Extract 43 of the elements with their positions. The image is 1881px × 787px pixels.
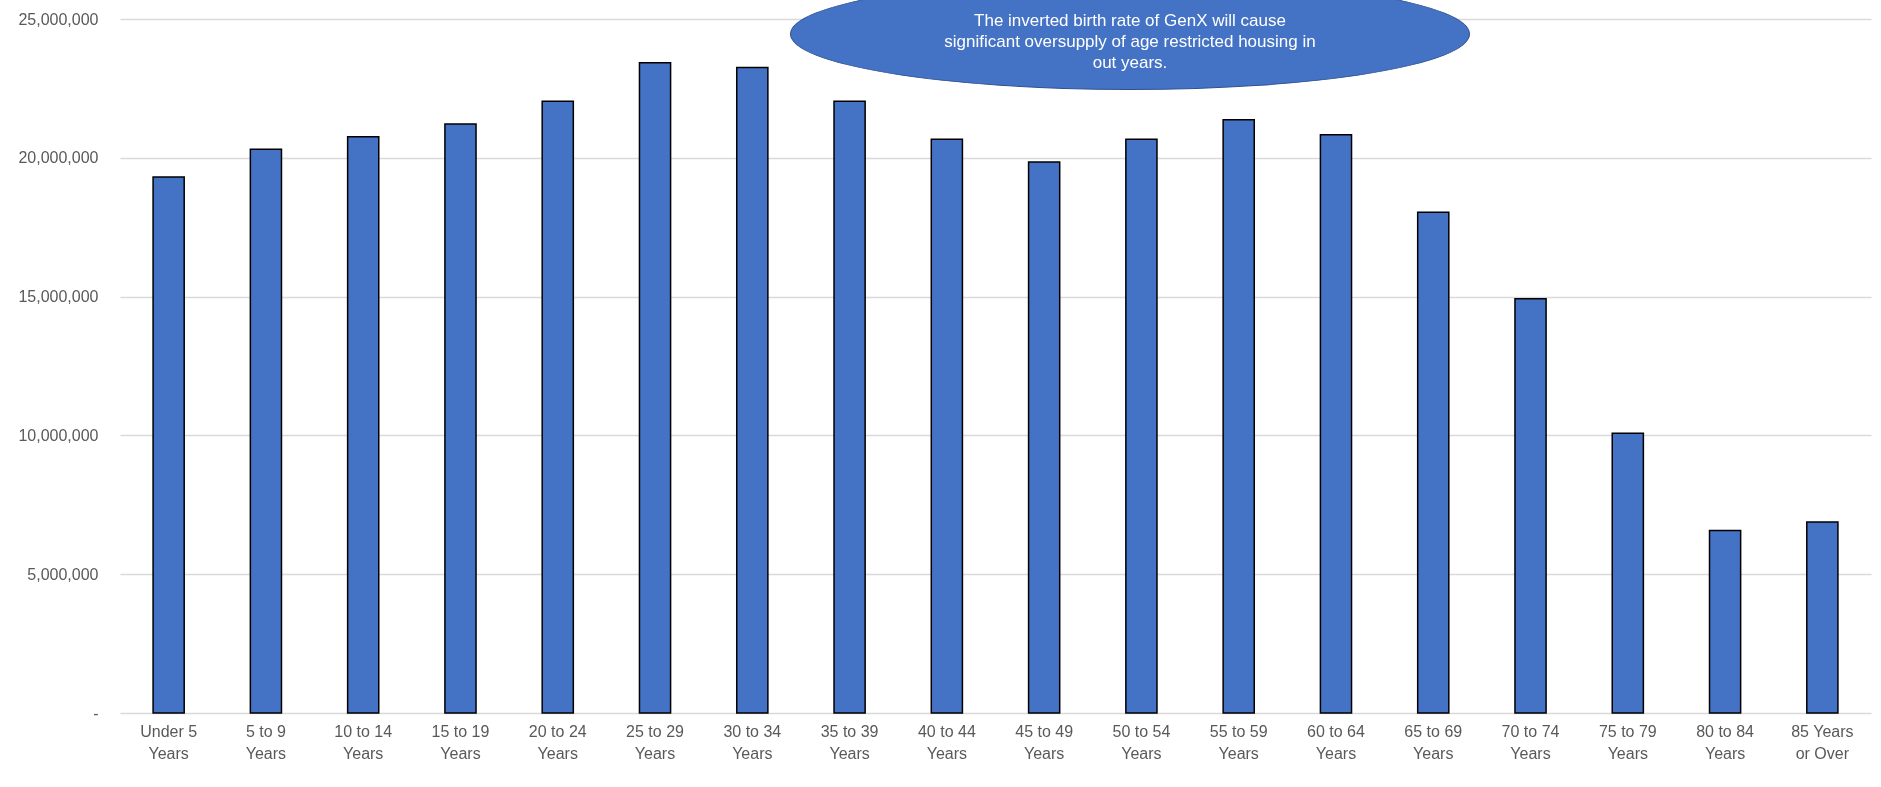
x-tick-label: 10 to 14 Years — [334, 722, 393, 762]
y-tick-label: 15,000,000 — [18, 288, 99, 306]
bar — [1611, 432, 1645, 714]
x-tick-label: Under 5 Years — [140, 722, 198, 762]
bar — [346, 135, 380, 714]
bar — [152, 176, 185, 714]
x-tick-label: 30 to 34 Years — [723, 722, 782, 762]
bar — [444, 123, 477, 714]
bar — [1806, 521, 1839, 714]
x-tick-label: 55 to 59 Years — [1209, 722, 1268, 762]
x-tick-label: 75 to 79 Years — [1598, 722, 1657, 762]
bar — [930, 138, 964, 714]
bar — [1514, 298, 1547, 714]
x-tick-label: 40 to 44 Years — [917, 722, 976, 762]
y-tick-label: 10,000,000 — [18, 426, 99, 444]
y-tick-label: 25,000,000 — [18, 10, 99, 28]
bar — [1319, 134, 1353, 714]
x-tick-label: 35 to 39 Years — [820, 722, 879, 762]
bar — [1416, 211, 1450, 714]
x-tick-label: 65 to 69 Years — [1404, 722, 1463, 762]
bar — [638, 62, 672, 714]
bar — [249, 148, 283, 714]
x-tick-label: 60 to 64 Years — [1307, 722, 1365, 762]
bar — [1027, 161, 1061, 714]
x-tick-label: 70 to 74 Years — [1501, 722, 1560, 762]
bar — [1222, 119, 1256, 714]
bar — [1125, 138, 1158, 714]
x-tick-label: 5 to 9 Years — [245, 722, 287, 762]
x-tick-label: 15 to 19 Years — [431, 722, 490, 762]
x-tick-label: 45 to 49 Years — [1015, 722, 1074, 762]
bar — [735, 66, 769, 714]
x-tick-label: 80 to 84 Years — [1696, 722, 1755, 762]
y-tick-label: 5,000,000 — [27, 565, 99, 583]
x-tick-label: 85 Years or Over — [1791, 722, 1854, 762]
bar — [541, 100, 575, 714]
x-tick-label: 25 to 29 Years — [626, 722, 685, 762]
bar — [1708, 529, 1742, 714]
x-tick-label: 50 to 54 Years — [1112, 722, 1171, 762]
bar — [833, 100, 866, 714]
y-tick-label: 20,000,000 — [18, 149, 99, 167]
y-tick-label: - — [93, 704, 99, 722]
x-tick-label: 20 to 24 Years — [528, 722, 587, 762]
annotation: The inverted birth rate of GenX will cause significant oversupply of age restricted housing in out years. — [943, 10, 1317, 73]
